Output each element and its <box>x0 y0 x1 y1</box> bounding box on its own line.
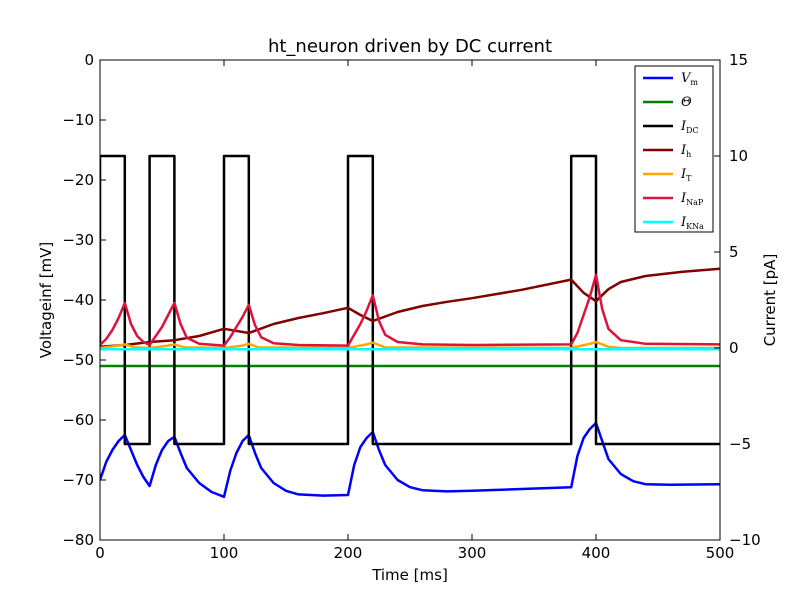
legend-label: Ih <box>680 143 691 159</box>
y-left-tick-label: −20 <box>62 171 94 189</box>
y-right-tick-label: −10 <box>729 531 761 549</box>
tick-layer: 0 100 200 300 400 5000−10−20−30−40−50−60−70−8… <box>62 51 760 562</box>
x-tick-label: 300 <box>458 544 487 562</box>
x-tick-label: 400 <box>582 544 611 562</box>
x-tick-label: 0 <box>95 544 105 562</box>
legend-label: IDC <box>680 119 699 135</box>
x-axis-label: Time [ms] <box>371 566 448 584</box>
y-left-tick-label: −30 <box>62 231 94 249</box>
y-right-tick-label: 0 <box>729 339 739 357</box>
y-left-tick-label: −70 <box>62 471 94 489</box>
series-layer <box>100 154 720 499</box>
x-tick-label: 100 <box>210 544 239 562</box>
legend: Vm Θ IDC Ih IT INaP IKNa <box>634 65 714 233</box>
y-right-tick-label: −5 <box>729 435 751 453</box>
series-line-0 <box>100 421 720 499</box>
y-left-tick-label: −50 <box>62 351 94 369</box>
y-left-tick-label: −10 <box>62 111 94 129</box>
legend-label: Vm <box>681 71 698 87</box>
y-axis-right-label: Current [pA] <box>761 254 779 347</box>
y-right-tick-label: 15 <box>729 51 748 69</box>
y-right-tick-label: 5 <box>729 243 739 261</box>
legend-label: Θ <box>681 95 692 110</box>
y-left-tick-label: −40 <box>62 291 94 309</box>
y-right-tick-label: 10 <box>729 147 748 165</box>
series-line-5 <box>100 273 720 347</box>
chart-title: ht_neuron driven by DC current <box>268 36 552 57</box>
legend-label: IT <box>680 167 692 183</box>
x-tick-label: 500 <box>706 544 735 562</box>
legend-label: INaP <box>680 191 704 207</box>
y-axis-left-label: Voltageinf [mV] <box>37 242 55 359</box>
series-line-4 <box>100 340 720 350</box>
x-tick-label: 200 <box>334 544 363 562</box>
y-left-tick-label: −80 <box>62 531 94 549</box>
y-left-tick-label: 0 <box>84 51 94 69</box>
series-line-3 <box>100 267 720 349</box>
legend-label: IKNa <box>680 215 704 231</box>
y-left-tick-label: −60 <box>62 411 94 429</box>
series-line-2 <box>100 154 720 446</box>
